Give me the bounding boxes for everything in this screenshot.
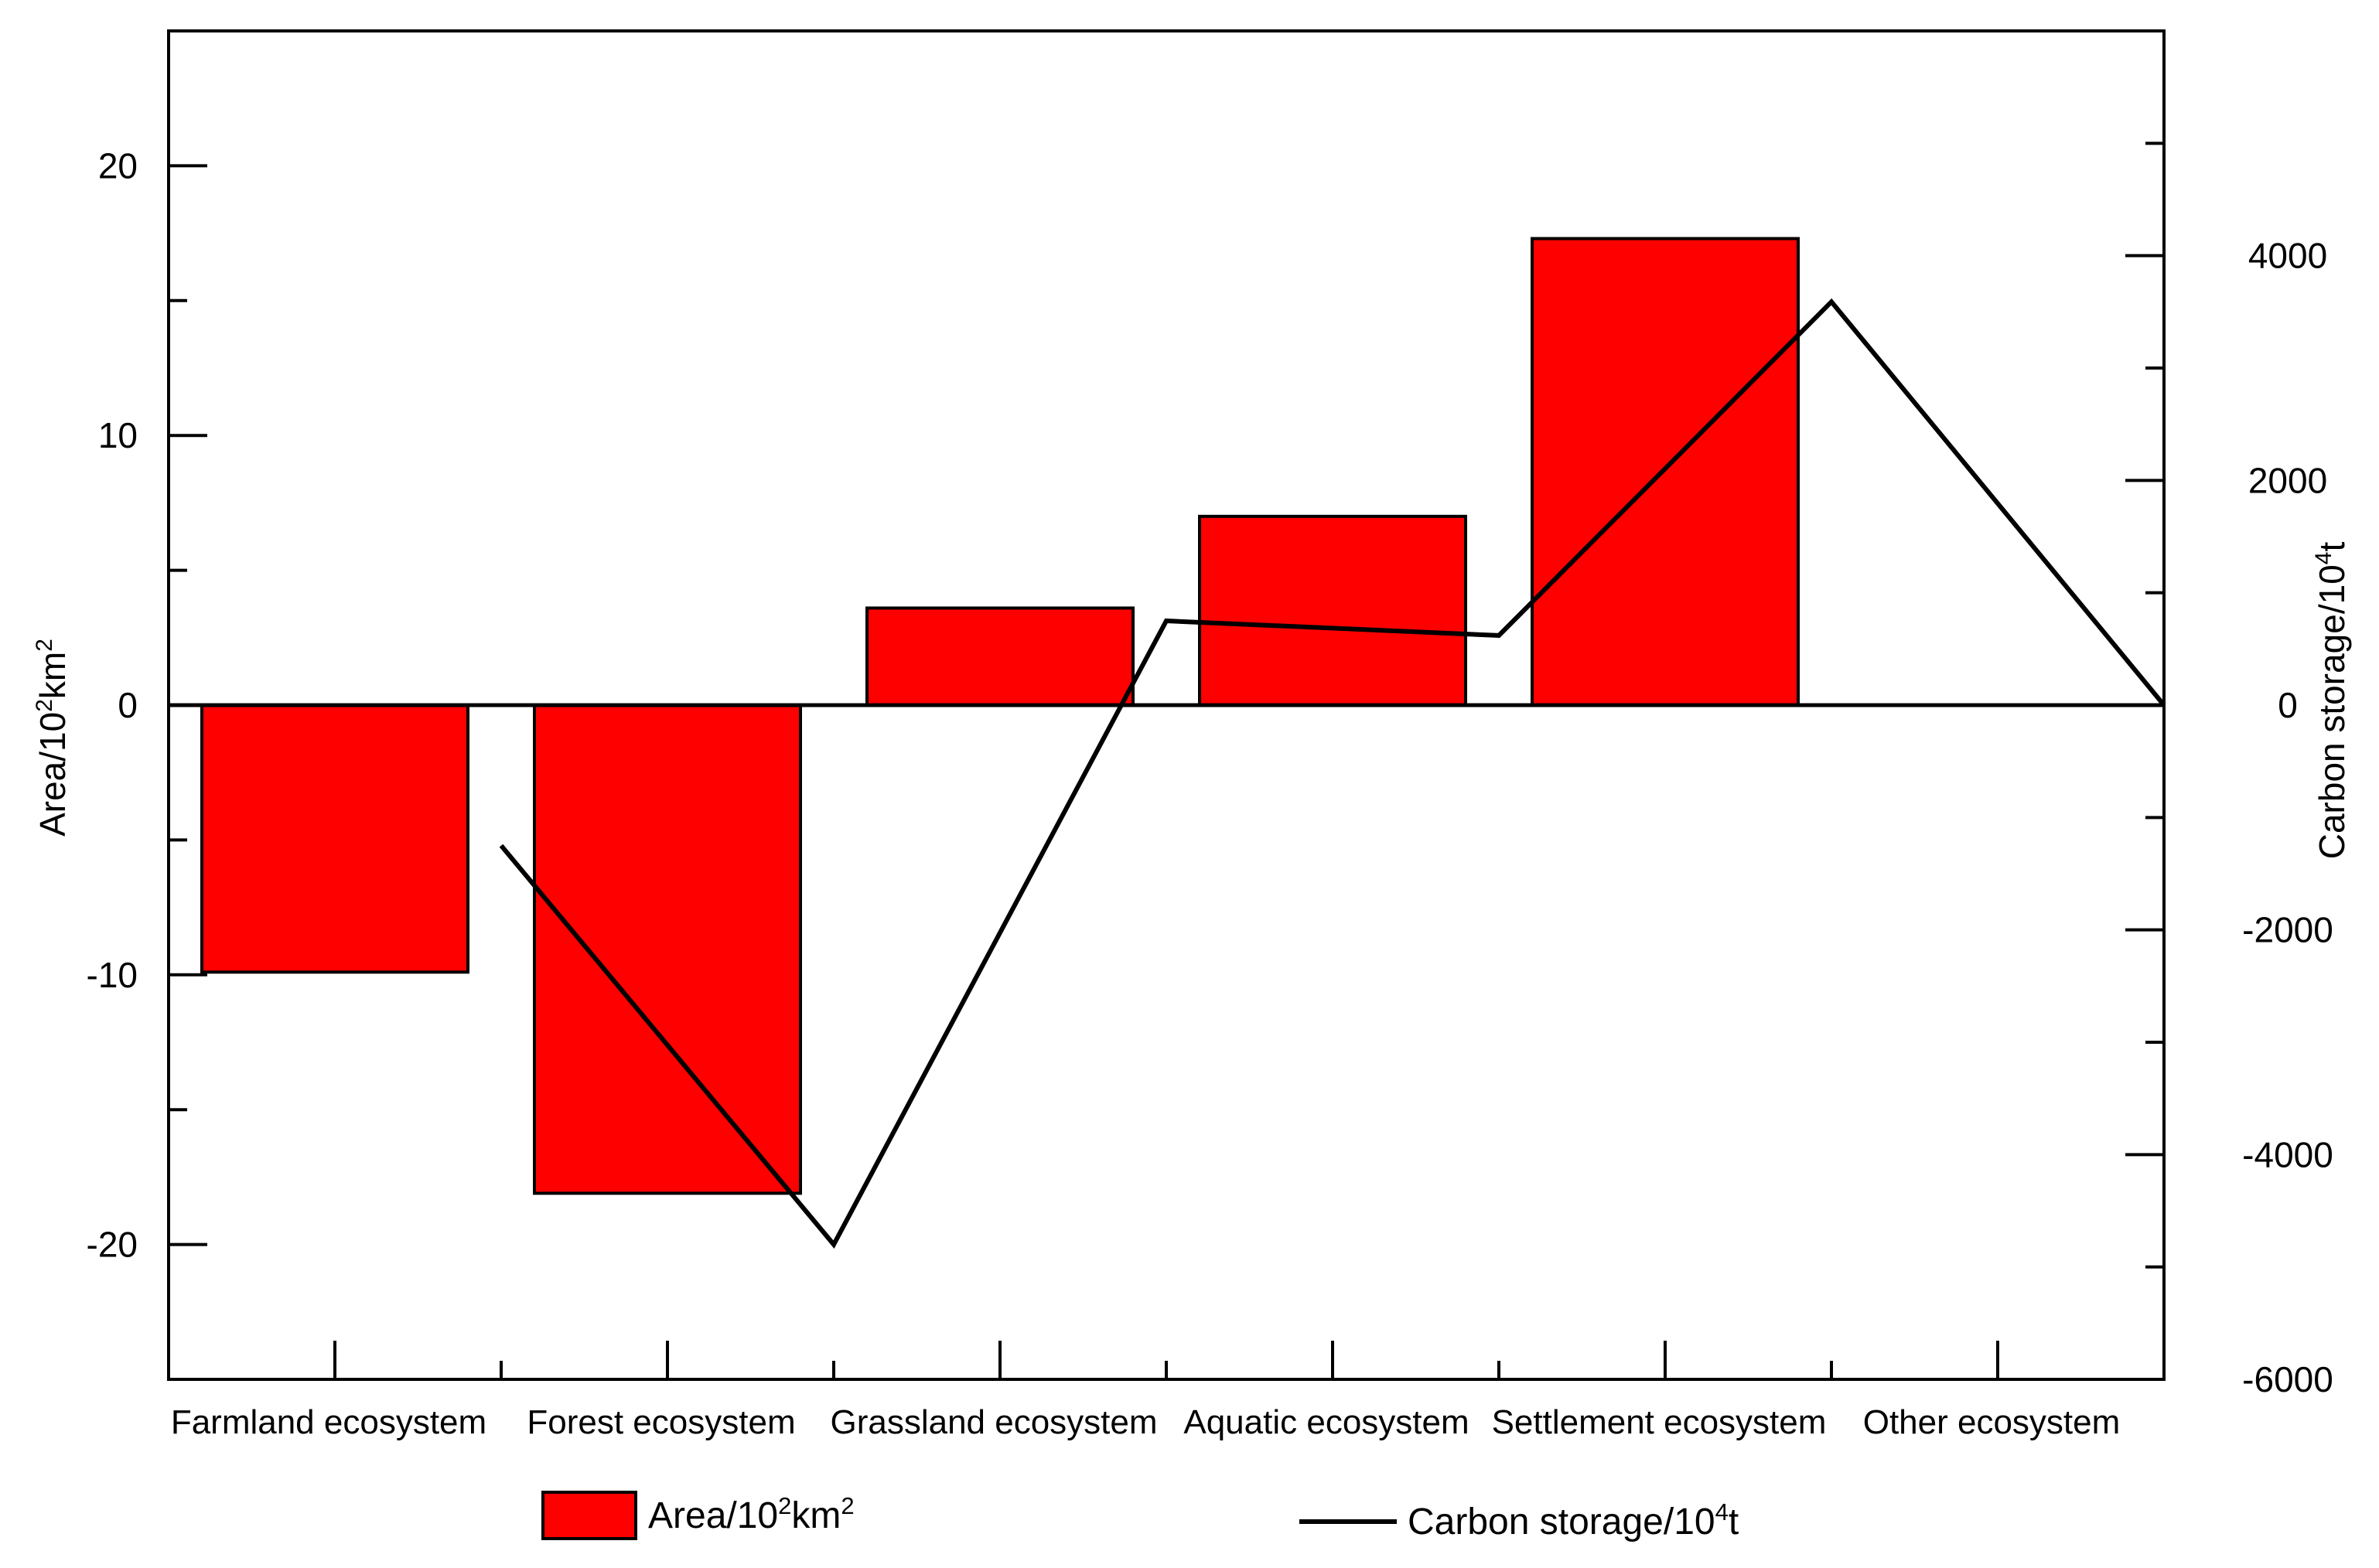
left-tick-label: 10 <box>98 415 138 455</box>
category-label: Forest ecosystem <box>527 1403 795 1441</box>
legend-line-label-sup: 4 <box>1715 1498 1729 1525</box>
right-axis-title-part: Carbon storage/10 <box>2312 564 2352 859</box>
area-bar <box>865 606 1135 707</box>
right-tick-label: 4000 <box>2248 236 2327 276</box>
legend-line-label-part: Carbon storage/10 <box>1408 1502 1715 1542</box>
right-axis-title-part: t <box>2312 542 2352 552</box>
legend-bar-label-sup: 2 <box>778 1492 791 1519</box>
left-tick-label: -20 <box>87 1225 138 1265</box>
category-label: Aquatic ecosystem <box>1183 1403 1469 1441</box>
left-axis-title-part: km <box>32 652 73 699</box>
left-tick-label: 0 <box>118 685 138 725</box>
bottom-axis: Farmland ecosystem Forest ecosystem Grassl… <box>171 1341 2120 1441</box>
legend-line-label: Carbon storage/104t <box>1408 1498 1739 1542</box>
area-bar <box>533 704 802 1195</box>
bars-layer <box>200 237 1800 1195</box>
left-axis-title-sup: 2 <box>32 639 57 652</box>
right-axis-title-sup: 4 <box>2311 552 2336 565</box>
legend-bar-label: Area/102km2 <box>648 1492 855 1536</box>
legend-bar-label-part: Area/10 <box>648 1495 778 1536</box>
left-axis: -20 -10 0 10 20 <box>87 145 207 1265</box>
right-tick-label: -6000 <box>2242 1359 2333 1399</box>
area-bar <box>200 704 469 974</box>
category-label: Farmland ecosystem <box>171 1403 486 1441</box>
legend-bar-swatch <box>541 1491 637 1540</box>
left-axis-title: Area/102km2 <box>32 639 73 837</box>
right-tick-label: -4000 <box>2242 1134 2333 1174</box>
carbon-storage-series-line <box>499 298 2166 1249</box>
category-label: Other ecosystem <box>1863 1403 2121 1441</box>
right-tick-label: -2000 <box>2242 910 2333 950</box>
right-tick-label: 0 <box>2278 685 2298 725</box>
legend-line-label-part: t <box>1729 1502 1739 1542</box>
category-label: Grassland ecosystem <box>830 1403 1157 1441</box>
category-label: Settlement ecosystem <box>1492 1403 1827 1441</box>
left-axis-title-sup: 2 <box>32 699 57 712</box>
legend: Area/102km2 Carbon storage/104t <box>541 1491 1739 1542</box>
left-axis-title-part: Area/10 <box>32 712 73 837</box>
left-tick-label: -10 <box>87 955 138 995</box>
right-axis: -6000 -4000 -2000 0 2000 4000 <box>2125 141 2333 1399</box>
area-bar <box>1198 514 1467 707</box>
legend-bar-label-sup: 2 <box>841 1492 854 1519</box>
right-axis-title: Carbon storage/104t <box>2311 542 2352 860</box>
right-tick-label: 2000 <box>2248 460 2327 500</box>
left-tick-label: 20 <box>98 145 138 186</box>
legend-bar-label-part: km <box>791 1495 841 1536</box>
